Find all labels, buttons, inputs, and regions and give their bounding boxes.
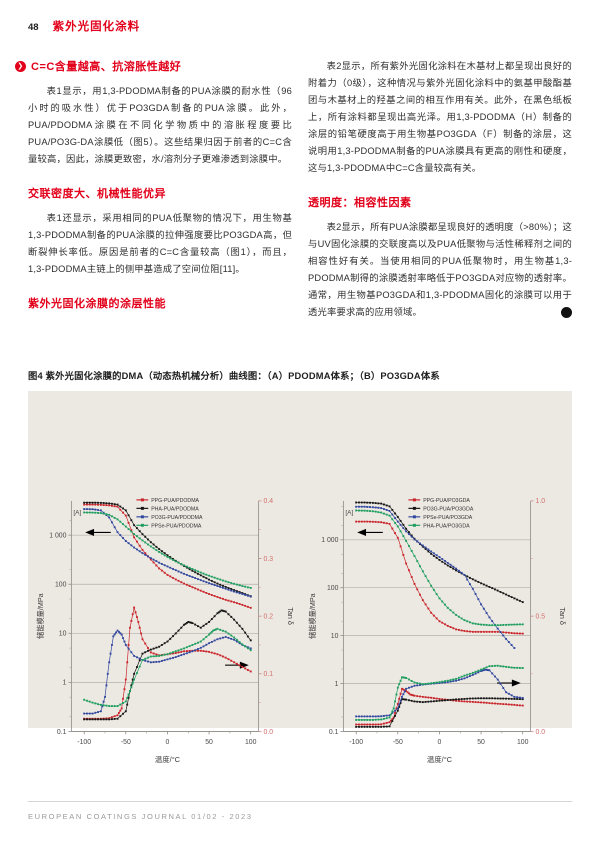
paragraph-water-resistance: 表1显示，用1,3-PDODMA制备的PUA涂膜的耐水性（96小时的吸水性）优于… [28, 86, 292, 164]
storage-modulus-series [355, 501, 524, 649]
heading-crosslink-density: 交联密度大、机械性能优异 [28, 188, 166, 200]
page-number: 48 [28, 22, 39, 33]
end-of-article-icon: ◂ [561, 307, 583, 318]
footer-journal-line: EUROPEAN COATINGS JOURNAL 01/02 - 2023 [28, 812, 253, 821]
tan-delta-series [83, 606, 252, 721]
svg-text:100: 100 [55, 582, 67, 589]
svg-text:-50: -50 [393, 739, 403, 746]
svg-text:温度/°C: 温度/°C [155, 755, 181, 764]
svg-text:0.4: 0.4 [264, 498, 274, 505]
svg-text:0.0: 0.0 [536, 729, 546, 736]
chart-panel-a: 0.1 1 10 100 1 000 0.0 0.1 0.2 0.3 0.4 -100 -50 0 50 1… [30, 473, 298, 764]
svg-text:储能模量/MPa: 储能模量/MPa [36, 593, 45, 639]
svg-text:温度/°C: 温度/°C [427, 755, 453, 764]
running-section-title: 紫外光固化涂料 [52, 21, 141, 33]
svg-text:10: 10 [59, 631, 67, 638]
chart-panel-b: 0.1 1 10 100 1 000 0.0 0.5 1.0 -100 -50 0 50 100 储能模量… [302, 473, 570, 764]
svg-text:10: 10 [331, 633, 339, 640]
svg-text:Tan δ: Tan δ [286, 607, 295, 625]
svg-text:储能模量/MPa: 储能模量/MPa [308, 593, 317, 639]
heading-swelling-resistance: ❯ C=C含量越高、抗溶胀性越好 [15, 58, 292, 74]
svg-text:PPSe-PUA/PDODMA: PPSe-PUA/PDODMA [151, 523, 202, 529]
svg-text:PPG-PUA/PO3GDA: PPG-PUA/PO3GDA [423, 498, 470, 504]
svg-text:1: 1 [335, 681, 339, 688]
paragraph-mechanical: 表1还显示，采用相同的PUA低聚物的情况下，用生物基1,3-PDODMA制备的P… [28, 213, 292, 274]
article-body: ❯ C=C含量越高、抗溶胀性越好 表1显示，用1,3-PDODMA制备的PUA涂… [15, 58, 583, 336]
svg-text:50: 50 [205, 739, 213, 746]
svg-text:PPG-PUA/PDODMA: PPG-PUA/PDODMA [151, 498, 199, 504]
heading-transparency: 透明度：相容性因素 [308, 197, 412, 209]
right-column: 表2显示，所有紫外光固化涂料在木基材上都呈现出良好的附着力（0级），这种情况与紫… [308, 58, 583, 336]
svg-text:PO3G-PUA/PO3GDA: PO3G-PUA/PO3GDA [423, 506, 474, 512]
svg-text:50: 50 [477, 739, 485, 746]
page-header: 48 紫外光固化涂料 [28, 18, 140, 34]
heading-text: C=C含量越高、抗溶胀性越好 [31, 61, 182, 73]
svg-text:PO3G-PUA/PDODMA: PO3G-PUA/PDODMA [151, 515, 203, 521]
chart-legend: PPG-PUA/PDODMA PHA-PUA/PDODMA PO3G-PUA/PDO… [136, 498, 203, 529]
svg-text:-50: -50 [121, 739, 131, 746]
svg-text:0.0: 0.0 [264, 729, 274, 736]
figure-caption: 图4 紫外光固化涂膜的DMA（动态热机械分析）曲线图：（A）PDODMA体系；（… [28, 371, 440, 381]
svg-text:[A]: [A] [73, 510, 81, 517]
svg-text:1 000: 1 000 [49, 533, 66, 540]
paragraph-transparency-text: 表2显示，所有PUA涂膜都呈现良好的透明度（>80%）；这与UV固化涂膜的交联度… [308, 222, 572, 317]
chart-legend: PPG-PUA/PO3GDA PO3G-PUA/PO3GDA PPSe-PUA/PO… [408, 498, 474, 529]
svg-text:1.0: 1.0 [536, 498, 546, 505]
left-column: ❯ C=C含量越高、抗溶胀性越好 表1显示，用1,3-PDODMA制备的PUA涂… [15, 58, 292, 336]
svg-text:1: 1 [63, 680, 67, 687]
paragraph-transparency: 表2显示，所有PUA涂膜都呈现良好的透明度（>80%）；这与UV固化涂膜的交联度… [308, 219, 583, 321]
svg-text:-100: -100 [349, 739, 363, 746]
svg-text:[A]: [A] [345, 510, 353, 517]
storage-modulus-series [83, 501, 252, 609]
svg-text:PHA-PUA/PO3GDA: PHA-PUA/PO3GDA [423, 523, 470, 529]
svg-text:PPSe-PUA/PO3GDA: PPSe-PUA/PO3GDA [423, 515, 473, 521]
paragraph-adhesion-hardness: 表2显示，所有紫外光固化涂料在木基材上都呈现出良好的附着力（0级），这种情况与紫… [308, 61, 572, 173]
svg-text:0: 0 [166, 739, 170, 746]
svg-text:0.2: 0.2 [264, 614, 274, 621]
heading-coating-performance: 紫外光固化涂膜的涂层性能 [28, 298, 166, 310]
continuation-chevron-icon: ❯ [15, 60, 26, 72]
svg-text:100: 100 [327, 585, 339, 592]
svg-text:0.1: 0.1 [329, 729, 339, 736]
tan-delta-series [355, 664, 524, 728]
dma-chart: 0.1 1 10 100 1 000 0.0 0.5 1.0 -100 -50 0 50 100 储能模量… [308, 498, 567, 764]
figure-4-dma: 0.1 1 10 100 1 000 0.0 0.1 0.2 0.3 0.4 -100 -50 0 50 1… [28, 391, 572, 764]
svg-text:0: 0 [438, 739, 442, 746]
dma-chart: 0.1 1 10 100 1 000 0.0 0.1 0.2 0.3 0.4 -100 -50 0 50 1… [36, 498, 295, 764]
svg-text:0.5: 0.5 [536, 614, 546, 621]
svg-text:0.1: 0.1 [57, 729, 67, 736]
svg-text:-100: -100 [77, 739, 91, 746]
svg-text:0.3: 0.3 [264, 556, 274, 563]
svg-text:100: 100 [245, 739, 257, 746]
svg-text:PHA-PUA/PDODMA: PHA-PUA/PDODMA [151, 506, 199, 512]
svg-text:Tan δ: Tan δ [558, 607, 567, 625]
svg-text:0.1: 0.1 [264, 671, 274, 678]
svg-text:100: 100 [517, 739, 529, 746]
svg-text:1 000: 1 000 [321, 537, 338, 544]
footer-divider [28, 801, 572, 802]
